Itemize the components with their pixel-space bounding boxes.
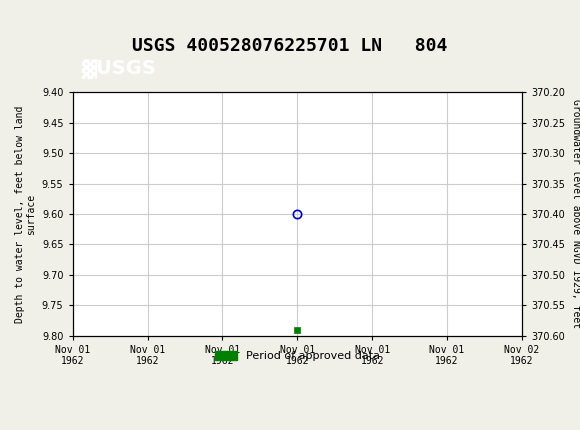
Text: ▓USGS: ▓USGS [81,59,157,79]
Y-axis label: Groundwater level above NGVD 1929, feet: Groundwater level above NGVD 1929, feet [571,99,580,329]
Text: USGS 400528076225701 LN   804: USGS 400528076225701 LN 804 [132,37,448,55]
Y-axis label: Depth to water level, feet below land
surface: Depth to water level, feet below land su… [14,105,37,322]
Legend: Period of approved data: Period of approved data [210,347,384,366]
